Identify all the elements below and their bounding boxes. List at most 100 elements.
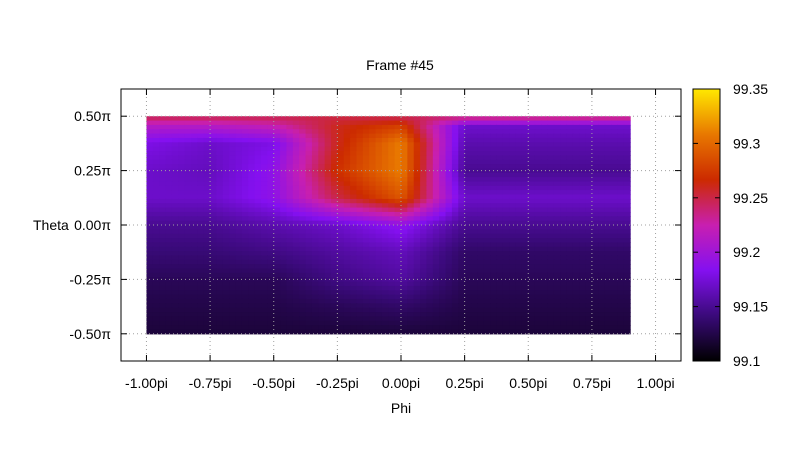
heatmap-cell [509,151,517,156]
heatmap-cell [171,181,179,187]
heatmap-cell [388,168,396,174]
heatmap-cell [401,268,408,274]
heatmap-cell [350,142,358,148]
heatmap-cell [159,151,167,156]
heatmap-cell [388,198,396,204]
heatmap-cell [152,238,160,244]
heatmap-cell [254,190,262,196]
heatmap-cell [515,207,523,213]
heatmap-cell [216,325,224,331]
heatmap-cell [337,312,345,317]
heatmap-cell [216,194,224,200]
heatmap-cell [254,325,262,331]
heatmap-cell [611,116,618,122]
heatmap-cell [604,194,612,200]
heatmap-cell [222,325,230,331]
heatmap-cell [210,255,218,261]
heatmap-cell [381,129,389,135]
heatmap-cell [623,229,631,235]
heatmap-cell [541,177,548,183]
heatmap-cell [241,264,249,270]
heatmap-cell [165,185,173,191]
heatmap-cell [604,272,612,278]
heatmap-cell [146,259,154,265]
heatmap-cell [483,281,491,287]
heatmap-cell [356,251,364,257]
heatmap-cell [458,225,466,230]
heatmap-cell [280,198,288,204]
heatmap-cell [604,124,612,130]
heatmap-cell [311,220,319,226]
heatmap-cell [445,124,453,130]
heatmap-cell [267,290,275,296]
heatmap-cell [197,285,205,291]
heatmap-cell [509,264,517,270]
heatmap-cell [483,133,491,139]
heatmap-cell [502,225,510,230]
heatmap-cell [496,268,504,274]
heatmap-cell [566,264,574,270]
heatmap-cell [426,159,434,165]
heatmap-cell [222,220,230,226]
heatmap-cell [254,146,262,152]
heatmap-cell [420,303,428,309]
heatmap-cell [229,320,237,326]
heatmap-cell [369,198,377,204]
heatmap-cell [318,303,326,309]
heatmap-cell [458,303,466,309]
heatmap-cell [471,172,478,178]
heatmap-cell [299,255,307,261]
heatmap-cell [604,190,612,196]
heatmap-cell [280,177,288,183]
heatmap-cell [203,198,211,204]
heatmap-cell [324,320,332,326]
heatmap-cell [598,142,606,148]
heatmap-cell [324,220,332,226]
heatmap-cell [273,185,281,191]
heatmap-cell [235,294,243,300]
heatmap-cell [191,172,198,178]
heatmap-cell [381,290,389,296]
heatmap-cell [191,220,198,226]
heatmap-cell [547,190,555,196]
heatmap-cell [471,207,478,213]
heatmap-cell [210,325,218,331]
heatmap-cell [337,329,345,335]
heatmap-cell [343,177,351,183]
heatmap-cell [420,285,428,291]
heatmap-cell [343,120,351,126]
heatmap-cell [394,120,402,126]
heatmap-cell [566,242,574,248]
heatmap-cell [159,229,167,235]
heatmap-cell [381,155,389,161]
heatmap-cell [426,268,434,274]
heatmap-cell [146,272,154,278]
heatmap-cell [598,185,606,191]
heatmap-cell [343,207,351,213]
heatmap-cell [560,137,568,143]
heatmap-cell [509,146,517,152]
heatmap-cell [604,325,612,331]
heatmap-cell [541,294,548,300]
heatmap-cell [362,238,370,244]
heatmap-cell [350,303,358,309]
heatmap-cell [490,133,498,139]
heatmap-cell [515,294,523,300]
heatmap-cell [560,264,568,270]
heatmap-cell [496,185,504,191]
heatmap-cell [305,255,313,261]
heatmap-cell [515,259,523,265]
heatmap-cell [426,155,434,161]
heatmap-cell [560,194,568,200]
heatmap-cell [337,272,345,278]
heatmap-cell [197,281,205,287]
heatmap-cell [146,116,154,122]
heatmap-cell [572,242,580,248]
heatmap-cell [388,155,396,161]
heatmap-cell [394,155,402,161]
heatmap-cell [273,216,281,222]
heatmap-cell [197,216,205,222]
heatmap-cell [350,207,358,213]
heatmap-cell [483,146,491,152]
heatmap-cell [432,264,440,270]
